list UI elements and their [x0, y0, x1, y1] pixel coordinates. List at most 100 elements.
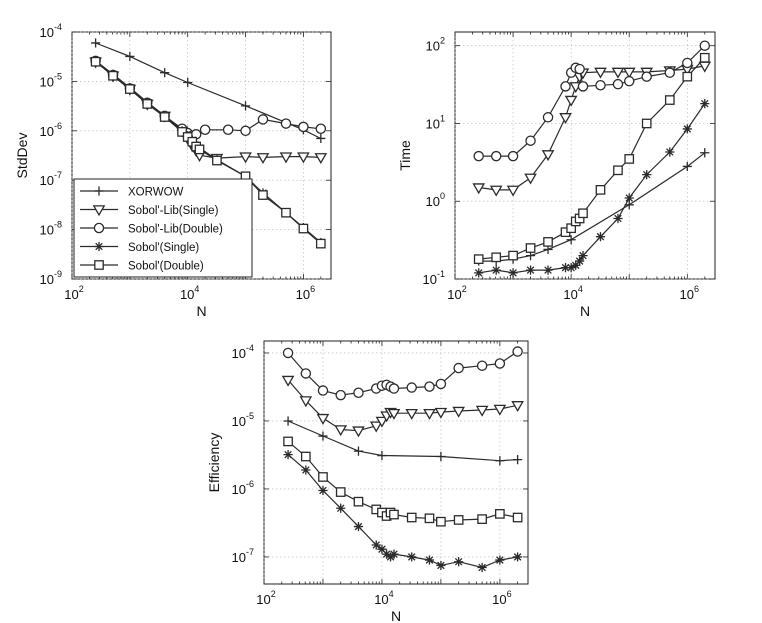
efficiency-point-sobol-single-5 [371, 540, 381, 550]
stddev-point-sobol-lib-single-11 [239, 152, 252, 164]
stddev-legend-marker-0 [94, 186, 104, 196]
efficiency-point-sobol-lib-double-13 [453, 362, 464, 374]
stddev-legend-label-3: Sobol'(Single) [128, 242, 199, 254]
time-point-sobol-lib-double-0 [473, 150, 484, 162]
time-point-sobol-lib-double-16 [699, 40, 711, 51]
time-point-sobol-lib-single-0 [472, 183, 486, 195]
efficiency-point-sobol-single-10 [407, 552, 417, 562]
stddev-point-sobol-double-10 [212, 155, 222, 166]
time-point-sobol-lib-double-2 [507, 150, 519, 162]
stddev-point-xorwow-2 [160, 68, 170, 78]
efficiency-point-sobol-single-16 [513, 552, 523, 562]
time-point-xorwow-7 [682, 161, 692, 172]
efficiency-point-xorwow-3 [377, 450, 387, 461]
efficiency-point-sobol-single-0 [283, 450, 293, 460]
time-x-axis-label: N [580, 303, 590, 319]
stddev-series-sobol-double [90, 56, 326, 249]
efficiency-point-sobol-lib-single-6 [375, 416, 389, 428]
stddev-legend-marker-3 [94, 241, 104, 252]
time-series-sobol-double [473, 52, 710, 264]
time-y-tick-label-1: 100 [426, 191, 445, 209]
efficiency-point-xorwow-6 [513, 455, 523, 465]
time-point-sobol-single-6 [566, 263, 576, 273]
efficiency-point-sobol-lib-single-1 [299, 396, 313, 408]
stddev-point-xorwow-3 [183, 77, 193, 88]
stddev-point-sobol-lib-double-11 [240, 125, 251, 137]
time-point-sobol-double-15 [682, 71, 693, 82]
time-point-sobol-single-8 [575, 256, 585, 266]
stddev-panel: 102 104 106 10-9 10-8 10-7 10-6 10-5 10-4 N StdDev… [14, 22, 332, 319]
time-point-sobol-double-14 [664, 95, 675, 105]
efficiency-series-sobol-double [283, 436, 523, 527]
time-point-sobol-double-0 [473, 254, 484, 264]
stddev-point-sobol-lib-single-12 [256, 153, 270, 165]
time-point-sobol-lib-single-3 [524, 173, 537, 185]
efficiency-point-sobol-lib-single-9 [387, 408, 401, 420]
efficiency-point-xorwow-0 [283, 416, 293, 426]
efficiency-point-sobol-double-4 [353, 496, 364, 507]
efficiency-point-sobol-double-0 [283, 436, 293, 447]
time-point-sobol-lib-double-1 [490, 150, 502, 162]
stddev-point-sobol-lib-single-13 [279, 152, 293, 164]
time-point-sobol-lib-double-5 [560, 81, 571, 92]
stddev-point-sobol-double-3 [142, 99, 153, 109]
efficiency-point-sobol-lib-single-16 [511, 401, 524, 412]
efficiency-point-sobol-single-2 [318, 485, 328, 496]
stddev-x-tick-label-0: 102 [64, 284, 83, 302]
time-y-tick-label-3: 102 [426, 36, 445, 54]
time-point-sobol-double-9 [578, 208, 588, 219]
stddev-point-sobol-double-4 [159, 112, 170, 122]
stddev-point-xorwow-1 [125, 51, 135, 62]
time-point-sobol-lib-single-12 [622, 67, 636, 79]
time-series-sobol-lib-double [473, 40, 711, 162]
time-point-sobol-double-16 [699, 52, 710, 63]
stddev-point-sobol-lib-double-12 [257, 114, 269, 125]
time-point-sobol-lib-double-10 [595, 80, 606, 91]
efficiency-point-sobol-lib-single-11 [423, 408, 436, 420]
efficiency-y-tick-label-1: 10-6 [232, 479, 254, 497]
stddev-x-axis-label: N [196, 303, 206, 319]
time-point-sobol-single-2 [508, 268, 518, 278]
stddev-point-sobol-double-9 [194, 144, 205, 155]
stddev-point-xorwow-0 [91, 38, 101, 48]
efficiency-point-sobol-double-3 [335, 487, 346, 497]
efficiency-point-sobol-lib-single-13 [452, 406, 465, 418]
efficiency-point-sobol-lib-double-1 [300, 368, 312, 379]
stddev-point-sobol-double-13 [281, 207, 291, 218]
efficiency-x-tick-label-1: 104 [374, 589, 393, 607]
efficiency-x-axis-label: N [391, 608, 401, 623]
efficiency-point-sobol-lib-double-9 [388, 383, 400, 394]
time-point-sobol-single-3 [525, 265, 536, 275]
efficiency-point-sobol-double-2 [318, 472, 328, 482]
efficiency-series-sobol-lib-double [282, 346, 523, 401]
efficiency-point-sobol-lib-double-3 [335, 389, 346, 401]
efficiency-point-sobol-lib-single-14 [475, 405, 489, 417]
stddev-point-sobol-lib-double-10 [222, 124, 234, 136]
efficiency-point-xorwow-4 [436, 451, 446, 462]
stddev-point-sobol-double-15 [315, 238, 326, 249]
stddev-y-tick-label-0: 10-9 [40, 269, 62, 287]
stddev-y-tick-label-2: 10-7 [40, 170, 62, 188]
efficiency-series-sobol-single [283, 450, 523, 573]
stddev-legend-marker-1 [92, 205, 106, 217]
efficiency-point-sobol-single-3 [336, 503, 346, 513]
time-point-sobol-lib-double-13 [641, 71, 652, 82]
time-point-sobol-lib-single-1 [489, 185, 503, 197]
efficiency-point-sobol-single-12 [436, 560, 446, 571]
stddev-point-sobol-lib-double-15 [315, 123, 327, 135]
stddev-y-axis-label: StdDev [14, 133, 30, 179]
time-point-sobol-lib-single-10 [594, 67, 607, 79]
stddev-point-sobol-lib-single-15 [314, 153, 328, 165]
efficiency-point-sobol-lib-double-14 [476, 360, 488, 371]
time-point-sobol-double-11 [613, 165, 623, 176]
efficiency-point-xorwow-5 [495, 456, 505, 466]
stddev-point-sobol-double-14 [298, 223, 309, 234]
time-x-tick-label-1: 104 [563, 284, 582, 302]
efficiency-point-sobol-lib-double-12 [435, 378, 447, 390]
time-point-sobol-single-11 [613, 213, 623, 224]
time-point-sobol-lib-double-11 [612, 78, 624, 90]
time-series-sobol-single [474, 99, 710, 278]
efficiency-point-sobol-single-13 [454, 557, 464, 567]
efficiency-y-tick-label-3: 10-4 [232, 343, 254, 361]
time-y-tick-label-0: 10-1 [423, 269, 445, 287]
